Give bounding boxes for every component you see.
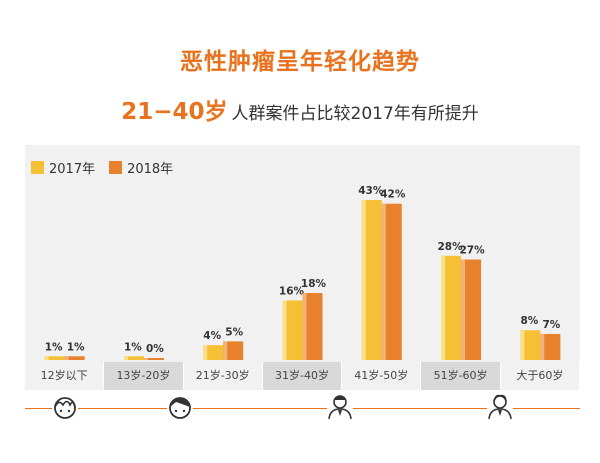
bar-highlight bbox=[540, 333, 545, 360]
senior-suit-icon bbox=[487, 394, 513, 421]
bar-2017 bbox=[520, 330, 541, 360]
chart-title: 恶性肿瘤呈年轻化趋势 bbox=[180, 49, 420, 75]
legend-swatch-2017 bbox=[31, 161, 44, 174]
category-label: 51岁-60岁 bbox=[421, 362, 501, 390]
data-label: 8% bbox=[520, 315, 538, 327]
bar-2017 bbox=[282, 300, 303, 360]
bar-highlight bbox=[123, 356, 128, 360]
bar-2018 bbox=[302, 293, 323, 360]
data-label: 1% bbox=[124, 341, 142, 353]
bar-highlight bbox=[223, 341, 228, 360]
bar-highlight bbox=[441, 255, 446, 360]
category-label: 31岁-40岁 bbox=[262, 362, 343, 390]
legend-swatch-2018 bbox=[109, 161, 123, 174]
data-label: 28% bbox=[438, 241, 464, 253]
data-label: 16% bbox=[279, 285, 305, 297]
bar-2017 bbox=[361, 200, 382, 360]
bar-2018 bbox=[223, 341, 244, 360]
data-label: 18% bbox=[301, 278, 327, 290]
legend: 2017年 2018年 bbox=[31, 158, 173, 177]
category-label: 41岁-50岁 bbox=[342, 362, 422, 390]
category-axis: 12岁以下 13岁-20岁 21岁-30岁 31岁-40岁 41岁-50岁 51岁-60岁… bbox=[25, 362, 580, 390]
bar-2017 bbox=[203, 345, 224, 360]
bar-highlight bbox=[44, 356, 49, 360]
data-label: 7% bbox=[542, 319, 560, 331]
child-face-icon bbox=[52, 395, 78, 421]
chart-subtitle: 21−40岁 人群案件占比较2017年有所提升 bbox=[0, 92, 600, 126]
data-label: 42% bbox=[380, 189, 406, 201]
legend-item-2018: 2018年 bbox=[109, 158, 173, 177]
category-label: 大于60岁 bbox=[500, 362, 580, 390]
data-label: 27% bbox=[460, 245, 486, 257]
category-label: 13岁-20岁 bbox=[104, 362, 184, 390]
bar-highlight bbox=[381, 203, 386, 360]
bar-2017 bbox=[441, 255, 462, 360]
bar-highlight bbox=[302, 293, 307, 360]
bar-2017 bbox=[44, 356, 65, 360]
bar-2018 bbox=[540, 333, 561, 360]
bar-highlight bbox=[64, 356, 69, 360]
data-label: 43% bbox=[358, 185, 384, 197]
bar-highlight bbox=[282, 300, 287, 360]
bar-highlight bbox=[461, 259, 466, 360]
bar-2018 bbox=[381, 203, 402, 360]
bar-highlight bbox=[361, 200, 366, 360]
legend-label-2017: 2017年 bbox=[49, 162, 96, 177]
legend-item-2017: 2017年 bbox=[31, 158, 95, 177]
young-face-icon bbox=[167, 395, 193, 421]
data-label: 1% bbox=[67, 341, 85, 353]
bar-highlight bbox=[203, 345, 208, 360]
subtitle-highlight: 21−40岁 bbox=[121, 99, 228, 125]
subtitle-text: 人群案件占比较2017年有所提升 bbox=[231, 104, 479, 124]
category-label: 21岁-30岁 bbox=[183, 362, 263, 390]
adult-suit-icon bbox=[327, 395, 353, 421]
age-timeline bbox=[25, 408, 580, 409]
bar-2018 bbox=[143, 358, 164, 360]
bar-highlight bbox=[143, 358, 148, 360]
data-label: 4% bbox=[203, 330, 221, 342]
data-label: 1% bbox=[45, 341, 63, 353]
bar-highlight bbox=[520, 330, 525, 360]
category-label: 12岁以下 bbox=[25, 362, 105, 390]
bar-2018 bbox=[64, 356, 85, 360]
bar-2017 bbox=[123, 356, 144, 360]
legend-label-2018: 2018年 bbox=[127, 162, 174, 177]
data-label: 5% bbox=[225, 326, 243, 338]
data-label: 0% bbox=[146, 343, 164, 355]
bar-2018 bbox=[461, 259, 482, 360]
